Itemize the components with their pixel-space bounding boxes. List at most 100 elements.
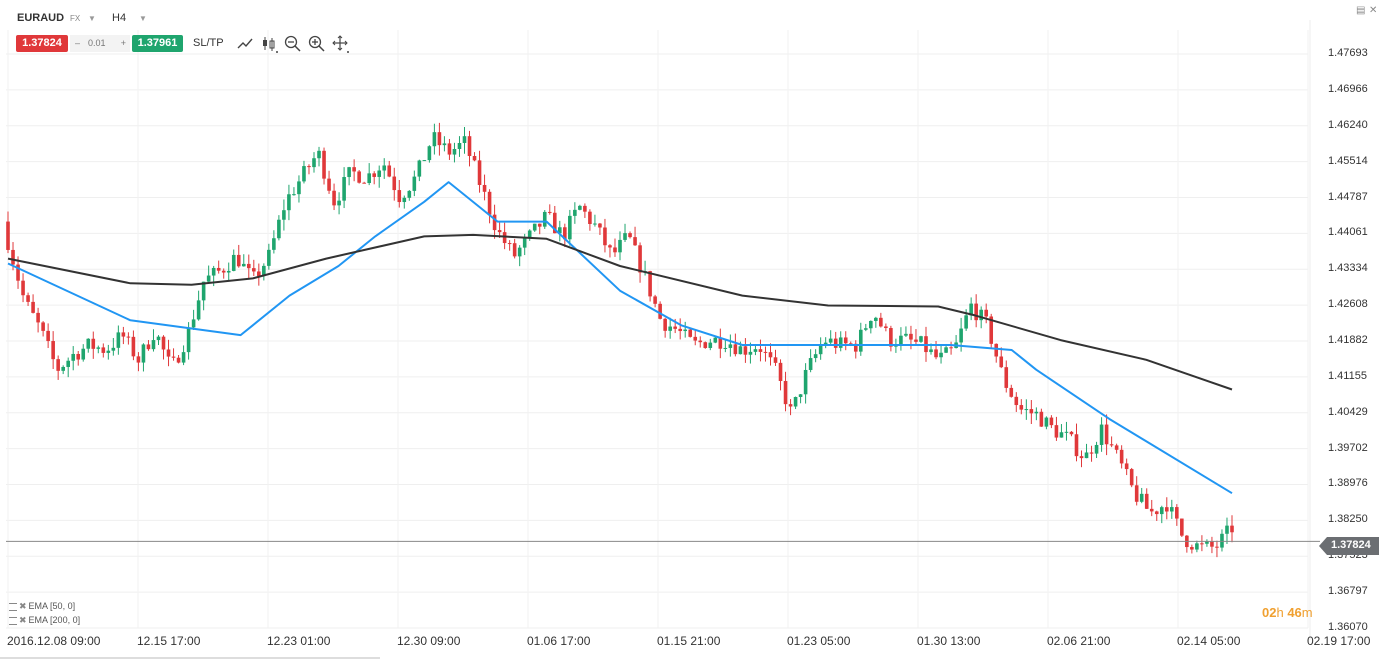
candle-up <box>241 263 246 267</box>
current-price-tag: 1.37824 <box>1319 537 1379 555</box>
zoom-in-icon[interactable] <box>307 34 327 54</box>
timer-hours-unit: h <box>1276 605 1284 620</box>
candle-up <box>1170 507 1174 512</box>
candle-down <box>628 233 632 238</box>
remove-indicator-icon[interactable]: ✖ <box>19 601 27 611</box>
candle-down <box>216 267 221 271</box>
candle-down <box>507 243 512 245</box>
candle-down <box>21 280 25 296</box>
restore-window-icon[interactable]: ▤ <box>1356 5 1366 16</box>
x-tick-label: 01.23 05:00 <box>787 634 851 648</box>
candle-down <box>833 338 838 348</box>
indicator-ema50[interactable]: ✖ EMA [50, 0] <box>9 601 75 612</box>
candle-up <box>462 136 467 144</box>
spread-plus-button[interactable]: + <box>120 38 126 48</box>
sell-button[interactable]: 1.37824 <box>16 35 68 52</box>
candle-up <box>267 249 271 266</box>
candle-down <box>552 212 557 234</box>
candle-up <box>1195 543 1199 550</box>
timeframe-selector[interactable]: H4 <box>112 12 127 24</box>
candle-down <box>547 211 552 213</box>
candle-down <box>1114 445 1119 450</box>
candle-up <box>367 173 371 184</box>
candle-down <box>257 271 261 277</box>
candle-down <box>121 332 126 337</box>
candlestick-icon[interactable] <box>260 34 280 54</box>
spread-minus-button[interactable]: – <box>75 38 81 48</box>
candle-up <box>272 238 276 250</box>
y-tick-label: 1.36797 <box>1328 585 1368 598</box>
candle-up <box>1139 493 1144 502</box>
candle-down <box>1039 411 1044 427</box>
candle-down <box>447 143 452 155</box>
candle-up <box>738 346 743 355</box>
close-window-icon[interactable]: ✕ <box>1369 5 1378 16</box>
candle-down <box>487 191 492 215</box>
candle-up <box>422 160 427 162</box>
candle-up <box>517 247 522 257</box>
candle-down <box>1119 449 1124 464</box>
candle-up <box>683 329 688 332</box>
timeframe-dropdown-icon[interactable]: ▼ <box>139 14 147 23</box>
candle-down <box>984 309 988 317</box>
candle-up <box>793 397 798 407</box>
candle-up <box>1059 432 1064 438</box>
candle-down <box>36 312 40 323</box>
x-tick-label: 01.15 21:00 <box>657 634 721 648</box>
candle-down <box>663 318 667 331</box>
candle-up <box>302 166 306 182</box>
chart-toolbar: EURAUD FX ▼ H4 ▼ 1.37824 – 0.01 + 1.3796… <box>0 0 1300 60</box>
candle-up <box>402 197 407 203</box>
symbol-name[interactable]: EURAUD <box>17 12 65 24</box>
candle-up <box>427 146 432 161</box>
candle-down <box>482 184 487 192</box>
candle-down <box>41 322 45 331</box>
candle-down <box>26 295 30 302</box>
candle-up <box>522 237 527 248</box>
candle-down <box>221 270 226 273</box>
candle-up <box>141 344 146 363</box>
candle-up <box>186 327 191 353</box>
zoom-out-icon[interactable] <box>283 34 303 54</box>
candle-down <box>387 165 392 177</box>
candle-down <box>783 380 788 405</box>
crosshair-icon[interactable] <box>331 34 351 54</box>
settings-icon[interactable] <box>9 602 17 611</box>
candle-up <box>111 347 116 351</box>
x-tick-label: 01.06 17:00 <box>527 634 591 648</box>
candle-down <box>502 232 507 244</box>
candle-up <box>919 336 923 342</box>
candle-up <box>939 352 943 358</box>
candle-up <box>231 254 236 271</box>
candle-up <box>578 205 582 210</box>
y-tick-label: 1.39702 <box>1328 441 1368 454</box>
candle-down <box>166 349 171 357</box>
candle-up <box>377 170 382 177</box>
buy-button[interactable]: 1.37961 <box>132 35 183 52</box>
line-chart-icon[interactable] <box>235 34 255 54</box>
candle-down <box>1154 511 1159 515</box>
candle-up <box>156 336 161 341</box>
candle-down <box>688 329 693 337</box>
symbol-dropdown-icon[interactable]: ▼ <box>88 14 96 23</box>
y-tick-label: 1.38976 <box>1328 477 1368 490</box>
candle-up <box>382 165 387 171</box>
candle-up <box>262 265 266 277</box>
candle-up <box>728 344 733 348</box>
remove-indicator-icon[interactable]: ✖ <box>19 615 27 625</box>
candle-up <box>708 342 713 348</box>
candle-up <box>1094 444 1099 454</box>
candle-up <box>1220 533 1224 548</box>
candle-down <box>1230 525 1234 533</box>
candle-down <box>46 330 50 342</box>
x-tick-label: 02.14 05:00 <box>1177 634 1241 648</box>
indicator-ema200[interactable]: ✖ EMA [200, 0] <box>9 615 80 626</box>
candle-down <box>603 227 607 246</box>
candle-down <box>1180 518 1184 536</box>
settings-icon[interactable] <box>9 616 17 625</box>
candle-up <box>1034 411 1039 414</box>
candle-up <box>798 394 803 398</box>
sltp-button[interactable]: SL/TP <box>193 37 224 49</box>
candle-up <box>944 347 948 353</box>
